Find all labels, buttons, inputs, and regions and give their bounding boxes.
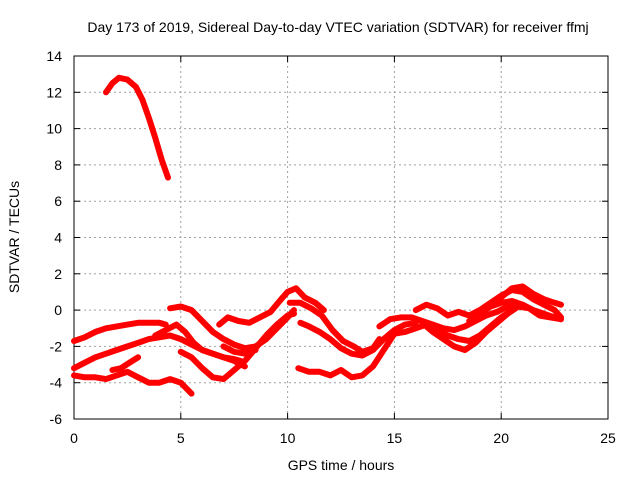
- series-arc-11: [297, 319, 419, 359]
- series-arc-high: [103, 74, 171, 181]
- series-arc-8: [216, 285, 327, 328]
- y-tick-labels: -6 -4 -2 0 2 4 6 8 10 12 14: [46, 48, 62, 427]
- series-arc-5: [152, 321, 244, 364]
- x-tick-label: 0: [70, 430, 78, 446]
- series-arc-7: [177, 310, 297, 383]
- series-arc-18: [476, 298, 564, 323]
- series-arc-4: [109, 354, 142, 373]
- series-arc-9: [220, 343, 259, 357]
- y-tick-label: -4: [50, 375, 63, 391]
- y-tick-label: -6: [50, 411, 63, 427]
- x-tick-label: 20: [493, 430, 509, 446]
- y-tick-label: -2: [50, 338, 63, 354]
- y-axis-label: SDTVAR / TECUs: [6, 181, 22, 293]
- y-tick-label: 6: [54, 193, 62, 209]
- x-tick-label: 10: [280, 430, 296, 446]
- y-tick-label: 10: [46, 121, 62, 137]
- y-tick-label: 0: [54, 302, 62, 318]
- data-series: [71, 74, 564, 397]
- x-axis-label: GPS time / hours: [288, 457, 395, 473]
- y-tick-label: 12: [46, 84, 62, 100]
- y-tick-label: 4: [54, 230, 62, 246]
- series-arc-12: [295, 330, 398, 381]
- x-tick-label: 5: [177, 430, 185, 446]
- series-arc-2: [71, 332, 248, 372]
- y-tick-label: 2: [54, 266, 62, 282]
- series-arc-3: [71, 368, 195, 397]
- series-arc-13: [376, 303, 522, 334]
- y-tick-label: 14: [46, 48, 62, 64]
- y-tick-label: 8: [54, 157, 62, 173]
- chart-title: Day 173 of 2019, Sidereal Day-to-day VTE…: [87, 19, 588, 35]
- x-tick-label: 15: [387, 430, 403, 446]
- axis-ticks: [73, 55, 609, 420]
- grid-lines: [74, 56, 608, 419]
- series-arc-1: [71, 319, 169, 344]
- x-tick-labels: 0 5 10 15 20 25: [70, 430, 616, 446]
- x-tick-label: 25: [600, 430, 616, 446]
